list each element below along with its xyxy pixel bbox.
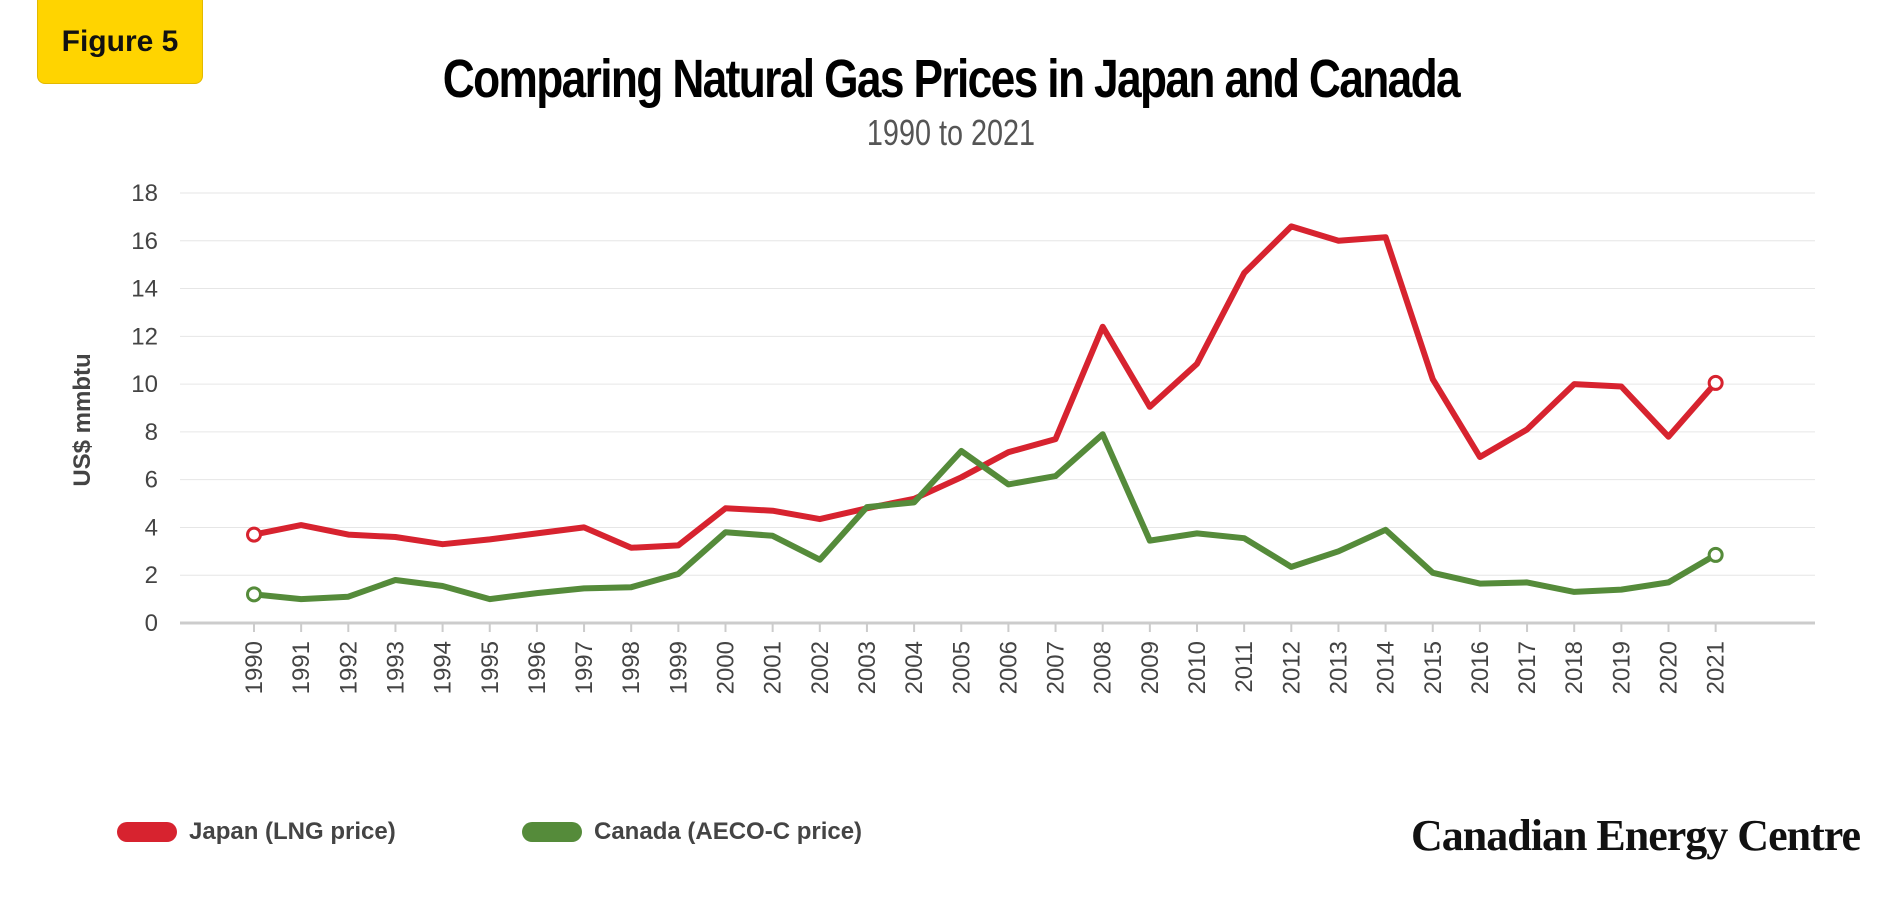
x-tick-label-2012: 2012 <box>1278 641 1305 694</box>
y-axis-title: US$ mmbtu <box>69 353 96 486</box>
chart-title: Comparing Natural Gas Prices in Japan an… <box>442 49 1461 109</box>
x-tick-label-2020: 2020 <box>1656 641 1683 694</box>
y-tick-label-18: 18 <box>131 180 158 207</box>
x-tick-label-2016: 2016 <box>1467 641 1494 694</box>
x-tick-label-1990: 1990 <box>241 641 268 694</box>
y-tick-label-8: 8 <box>145 419 158 446</box>
x-tick-label-2019: 2019 <box>1608 641 1635 694</box>
x-tick-label-2009: 2009 <box>1137 641 1164 694</box>
series-line-canada <box>251 431 1719 603</box>
grid-lines <box>180 192 1815 576</box>
figure-badge: Figure 5 <box>37 0 203 84</box>
x-tick-label-1996: 1996 <box>524 641 551 694</box>
x-tick-label-2007: 2007 <box>1043 641 1070 694</box>
x-tick-label-2010: 2010 <box>1184 641 1211 694</box>
x-tick-label-2021: 2021 <box>1703 641 1730 694</box>
y-tick-labels: 0 2 4 6 8 10 12 14 16 18 <box>131 180 158 637</box>
y-tick-label-4: 4 <box>145 514 158 541</box>
x-tick-label-2017: 2017 <box>1514 641 1541 694</box>
end-marker-japan-1990 <box>246 526 262 543</box>
legend-swatch-canada <box>522 822 582 842</box>
x-tick-label-2003: 2003 <box>854 641 881 694</box>
axes <box>180 621 1815 632</box>
chart-subtitle: 1990 to 2021 <box>866 112 1036 153</box>
x-tick-label-1999: 1999 <box>665 641 692 694</box>
x-tick-label-2014: 2014 <box>1373 641 1400 694</box>
figure-badge-label: Figure 5 <box>61 24 179 58</box>
end-marker-canada-1990 <box>246 586 262 603</box>
x-tick-label-2004: 2004 <box>901 641 928 694</box>
x-tick-label-1992: 1992 <box>335 641 362 694</box>
legend-label-japan: Japan (LNG price) <box>189 818 396 845</box>
x-tick-label-1995: 1995 <box>477 641 504 694</box>
x-tick-label-2018: 2018 <box>1561 641 1588 694</box>
end-marker-canada-2021 <box>1707 546 1724 563</box>
y-tick-label-2: 2 <box>145 562 158 589</box>
legend-swatch-japan <box>117 822 177 842</box>
y-tick-label-6: 6 <box>145 467 158 494</box>
y-tick-label-16: 16 <box>131 228 158 255</box>
x-tick-label-1993: 1993 <box>382 641 409 694</box>
x-tick-label-1991: 1991 <box>288 641 315 694</box>
x-tick-label-1994: 1994 <box>430 641 457 694</box>
y-tick-label-12: 12 <box>131 323 158 350</box>
y-tick-label-0: 0 <box>145 610 158 637</box>
x-tick-label-2006: 2006 <box>995 641 1022 694</box>
series-line-japan <box>251 223 1719 551</box>
x-tick-label-2015: 2015 <box>1420 641 1447 694</box>
x-tick-label-2000: 2000 <box>713 641 740 694</box>
x-tick-label-1998: 1998 <box>618 641 645 694</box>
x-tick-label-1997: 1997 <box>571 641 598 694</box>
legend-item-japan: Japan (LNG price) <box>117 815 396 849</box>
brand-logo: Canadian Energy Centre <box>1411 811 1861 860</box>
legend-item-canada: Canada (AECO-C price) <box>522 815 862 849</box>
legend-label-canada: Canada (AECO-C price) <box>594 818 863 845</box>
x-tick-labels: 1990 1991 1992 1993 1994 1995 1996 1997 1998 1999… <box>241 641 1730 694</box>
x-tick-label-2002: 2002 <box>807 641 834 694</box>
x-tick-label-2005: 2005 <box>948 641 975 694</box>
y-tick-label-14: 14 <box>131 276 158 303</box>
x-tick-label-2001: 2001 <box>760 641 787 694</box>
line-chart: 0 2 4 6 8 10 12 14 16 18 1990 1991 1992 1993 1994 1995… <box>69 180 1815 694</box>
x-tick-label-2008: 2008 <box>1090 641 1117 694</box>
end-markers <box>246 374 1724 603</box>
end-marker-japan-2021 <box>1707 374 1724 391</box>
x-tick-label-2011: 2011 <box>1231 641 1258 693</box>
y-tick-label-10: 10 <box>131 371 158 398</box>
x-tick-label-2013: 2013 <box>1325 641 1352 694</box>
series-lines <box>251 223 1719 603</box>
